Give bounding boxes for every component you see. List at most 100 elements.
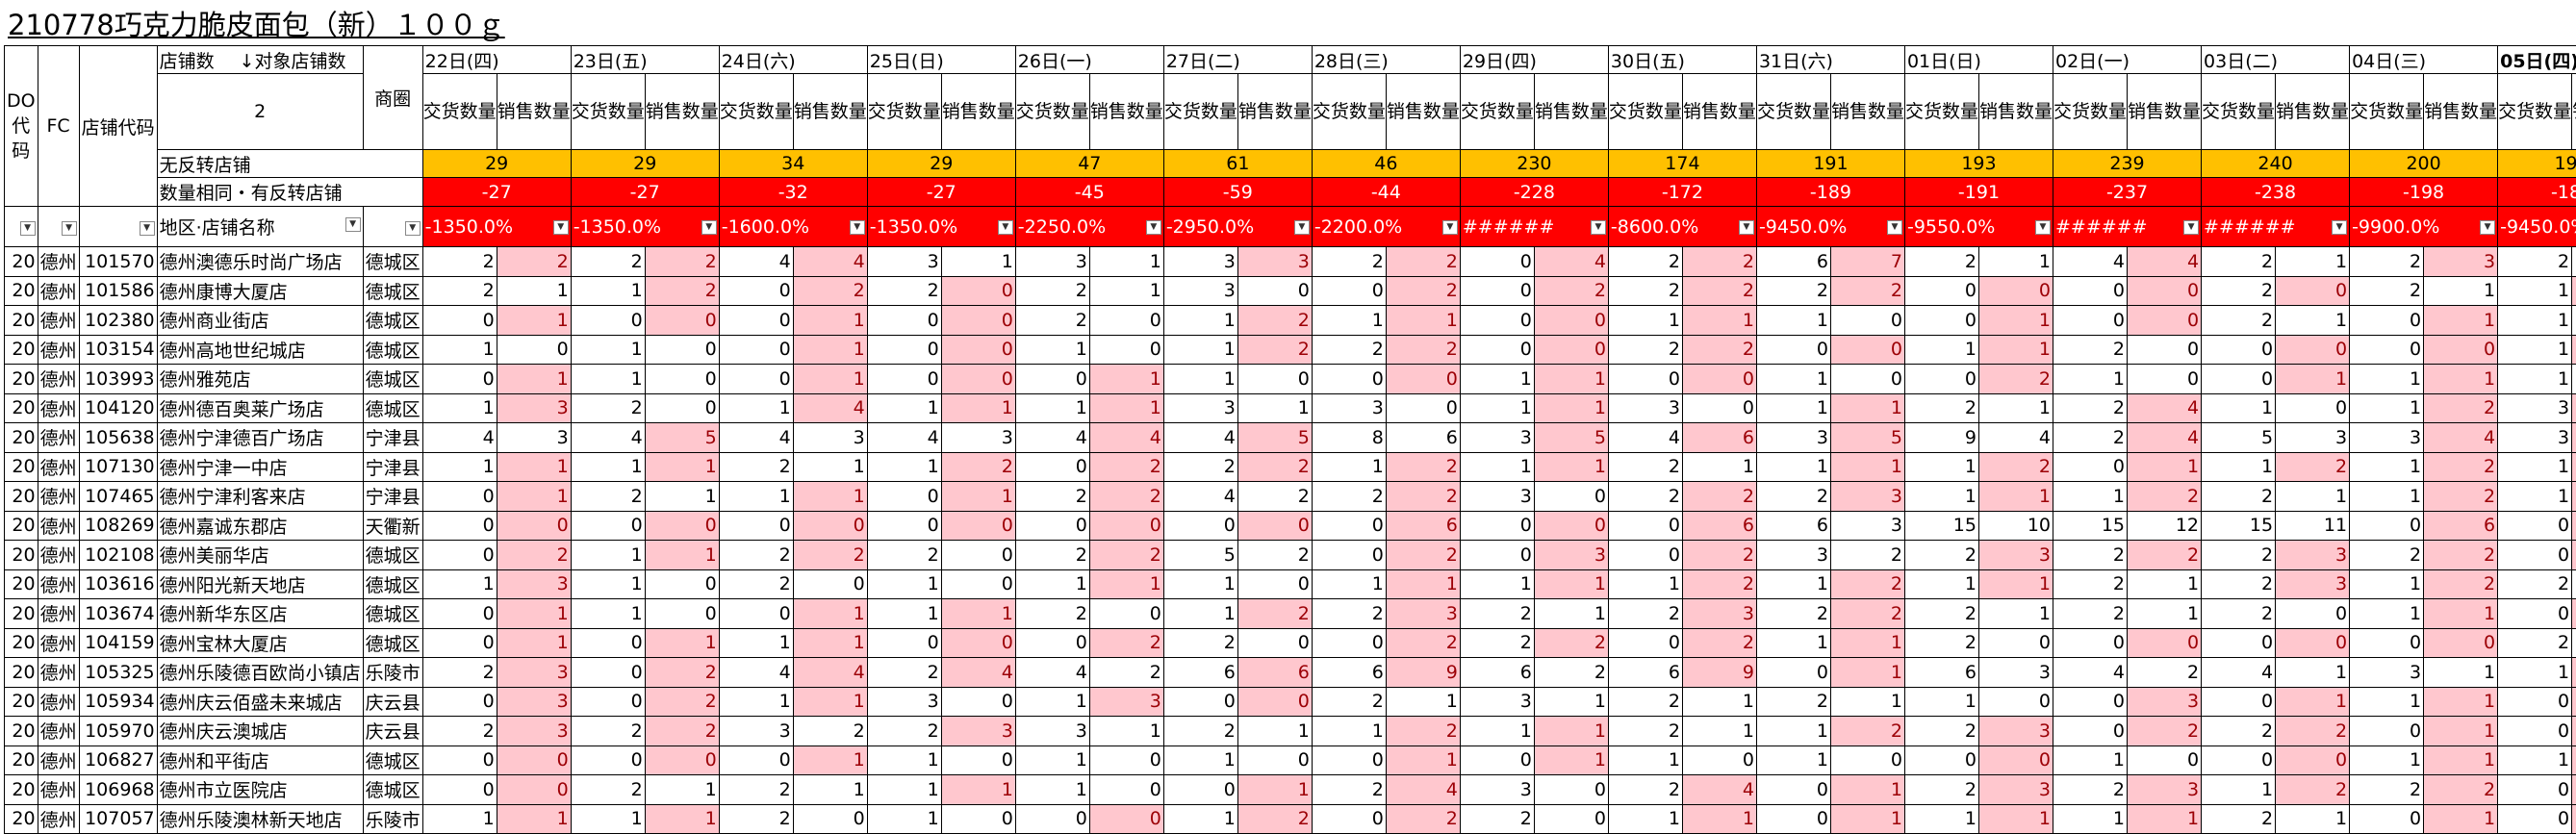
sales-qty-cell[interactable]: 2 bbox=[1682, 541, 1756, 570]
sales-qty-cell[interactable]: 0 bbox=[941, 569, 1015, 599]
sales-qty-cell[interactable]: 0 bbox=[645, 365, 719, 394]
deliver-qty-cell[interactable]: 2 bbox=[2053, 775, 2128, 805]
deliver-qty-cell[interactable]: 2 bbox=[867, 276, 941, 306]
deliver-qty-cell[interactable]: 0 bbox=[2053, 628, 2128, 658]
sales-qty-cell[interactable]: 1 bbox=[2572, 452, 2576, 482]
deliver-qty-cell[interactable]: 1 bbox=[2350, 687, 2424, 717]
fc-cell[interactable]: 德州 bbox=[38, 365, 79, 394]
sales-qty-cell[interactable]: 1 bbox=[793, 365, 867, 394]
filter-dropdown-icon[interactable]: ▼ bbox=[1146, 220, 1161, 235]
deliver-qty-cell[interactable]: 6 bbox=[1163, 658, 1237, 688]
sales-qty-cell[interactable]: 0 bbox=[1237, 365, 1312, 394]
store-code-cell[interactable]: 103674 bbox=[79, 599, 157, 629]
deliver-qty-cell[interactable]: 1 bbox=[1756, 452, 1830, 482]
deliver-qty-cell[interactable]: 2 bbox=[1163, 628, 1237, 658]
sales-qty-cell[interactable]: 2 bbox=[1089, 482, 1163, 512]
sales-qty-cell[interactable]: 3 bbox=[497, 687, 571, 717]
sales-qty-cell[interactable]: 1 bbox=[645, 482, 719, 512]
deliver-qty-cell[interactable]: 2 bbox=[1312, 335, 1386, 365]
deliver-qty-cell[interactable]: 15 bbox=[1904, 511, 1978, 541]
sales-qty-cell[interactable]: 2 bbox=[2424, 393, 2498, 423]
deliver-qty-cell[interactable]: 0 bbox=[571, 306, 645, 336]
deliver-qty-cell[interactable]: 2 bbox=[1904, 247, 1978, 277]
area-cell[interactable]: 德城区 bbox=[363, 746, 422, 775]
sales-qty-cell[interactable]: 1 bbox=[1978, 335, 2053, 365]
do-code-cell[interactable]: 20 bbox=[5, 687, 38, 717]
deliver-qty-cell[interactable]: 4 bbox=[1163, 423, 1237, 453]
do-code-cell[interactable]: 20 bbox=[5, 717, 38, 746]
store-code-cell[interactable]: 103616 bbox=[79, 569, 157, 599]
sales-qty-cell[interactable]: 2 bbox=[2572, 775, 2576, 805]
sales-qty-cell[interactable]: 0 bbox=[645, 511, 719, 541]
sales-qty-cell[interactable]: 1 bbox=[941, 775, 1015, 805]
deliver-qty-cell[interactable]: 0 bbox=[2498, 775, 2572, 805]
deliver-qty-cell[interactable]: 6 bbox=[1756, 511, 1830, 541]
sales-qty-cell[interactable]: 2 bbox=[1386, 335, 1460, 365]
store-name-cell[interactable]: 德州新华东区店 bbox=[157, 599, 363, 629]
deliver-qty-cell[interactable]: 3 bbox=[1163, 393, 1237, 423]
deliver-qty-cell[interactable]: 2 bbox=[1015, 541, 1089, 570]
do-code-cell[interactable]: 20 bbox=[5, 365, 38, 394]
sales-qty-cell[interactable]: 0 bbox=[1237, 746, 1312, 775]
deliver-qty-cell[interactable]: 2 bbox=[1312, 687, 1386, 717]
deliver-qty-cell[interactable]: 3 bbox=[2498, 393, 2572, 423]
sales-qty-cell[interactable]: 1 bbox=[2128, 804, 2202, 834]
deliver-qty-cell[interactable]: 2 bbox=[1608, 599, 1682, 629]
deliver-qty-cell[interactable]: 3 bbox=[1460, 423, 1534, 453]
sales-qty-cell[interactable]: 3 bbox=[1830, 511, 1904, 541]
deliver-qty-cell[interactable]: 2 bbox=[2053, 335, 2128, 365]
deliver-qty-cell[interactable]: 1 bbox=[1163, 804, 1237, 834]
sales-qty-cell[interactable]: 1 bbox=[645, 452, 719, 482]
store-code-cell[interactable]: 101570 bbox=[79, 247, 157, 277]
sales-qty-cell[interactable]: 3 bbox=[2572, 393, 2576, 423]
deliver-qty-cell[interactable]: 1 bbox=[2053, 482, 2128, 512]
store-name-cell[interactable]: 德州高地世纪城店 bbox=[157, 335, 363, 365]
sales-qty-cell[interactable]: 0 bbox=[1534, 335, 1608, 365]
deliver-qty-cell[interactable]: 2 bbox=[719, 541, 793, 570]
deliver-qty-cell[interactable]: 2 bbox=[2498, 628, 2572, 658]
deliver-qty-cell[interactable]: 0 bbox=[867, 306, 941, 336]
area-cell[interactable]: 宁津县 bbox=[363, 452, 422, 482]
deliver-qty-cell[interactable]: 1 bbox=[571, 276, 645, 306]
deliver-qty-cell[interactable]: 2 bbox=[1312, 482, 1386, 512]
sales-qty-cell[interactable]: 0 bbox=[941, 276, 1015, 306]
deliver-qty-cell[interactable]: 0 bbox=[422, 365, 497, 394]
sales-qty-cell[interactable]: 2 bbox=[1682, 276, 1756, 306]
fc-cell[interactable]: 德州 bbox=[38, 482, 79, 512]
sales-qty-cell[interactable]: 1 bbox=[1682, 306, 1756, 336]
sales-qty-cell[interactable]: 1 bbox=[2572, 804, 2576, 834]
deliver-qty-cell[interactable]: 0 bbox=[571, 628, 645, 658]
filter-dropdown-icon[interactable]: ▼ bbox=[2480, 220, 2495, 235]
deliver-qty-cell[interactable]: 2 bbox=[719, 775, 793, 805]
deliver-qty-cell[interactable]: 0 bbox=[1163, 511, 1237, 541]
sales-qty-cell[interactable]: 0 bbox=[2572, 365, 2576, 394]
sales-qty-cell[interactable]: 0 bbox=[941, 511, 1015, 541]
sales-qty-cell[interactable]: 2 bbox=[1830, 717, 1904, 746]
sales-qty-cell[interactable]: 1 bbox=[2572, 687, 2576, 717]
deliver-qty-cell[interactable]: 0 bbox=[571, 687, 645, 717]
deliver-qty-cell[interactable]: 0 bbox=[719, 306, 793, 336]
deliver-qty-cell[interactable]: 0 bbox=[1312, 276, 1386, 306]
sales-qty-cell[interactable]: 0 bbox=[2424, 628, 2498, 658]
deliver-qty-cell[interactable]: 1 bbox=[1608, 569, 1682, 599]
deliver-qty-cell[interactable]: 1 bbox=[1312, 717, 1386, 746]
deliver-qty-cell[interactable]: 3 bbox=[1015, 247, 1089, 277]
deliver-qty-cell[interactable]: 1 bbox=[2053, 746, 2128, 775]
deliver-qty-cell[interactable]: 4 bbox=[867, 423, 941, 453]
deliver-qty-cell[interactable]: 1 bbox=[2350, 569, 2424, 599]
deliver-qty-cell[interactable]: 6 bbox=[1904, 658, 1978, 688]
deliver-qty-cell[interactable]: 1 bbox=[2498, 365, 2572, 394]
deliver-qty-cell[interactable]: 0 bbox=[1756, 804, 1830, 834]
deliver-qty-cell[interactable]: 0 bbox=[2498, 599, 2572, 629]
sales-qty-cell[interactable]: 1 bbox=[497, 599, 571, 629]
deliver-qty-cell[interactable]: 0 bbox=[1460, 511, 1534, 541]
deliver-qty-cell[interactable]: 1 bbox=[719, 393, 793, 423]
deliver-qty-cell[interactable]: 1 bbox=[2498, 306, 2572, 336]
sales-qty-cell[interactable]: 6 bbox=[1386, 511, 1460, 541]
deliver-qty-cell[interactable]: 2 bbox=[1904, 599, 1978, 629]
sales-qty-cell[interactable]: 0 bbox=[497, 775, 571, 805]
deliver-qty-cell[interactable]: 0 bbox=[422, 687, 497, 717]
sales-qty-cell[interactable]: 1 bbox=[645, 775, 719, 805]
deliver-qty-cell[interactable]: 3 bbox=[2498, 423, 2572, 453]
deliver-qty-cell[interactable]: 2 bbox=[1904, 775, 1978, 805]
